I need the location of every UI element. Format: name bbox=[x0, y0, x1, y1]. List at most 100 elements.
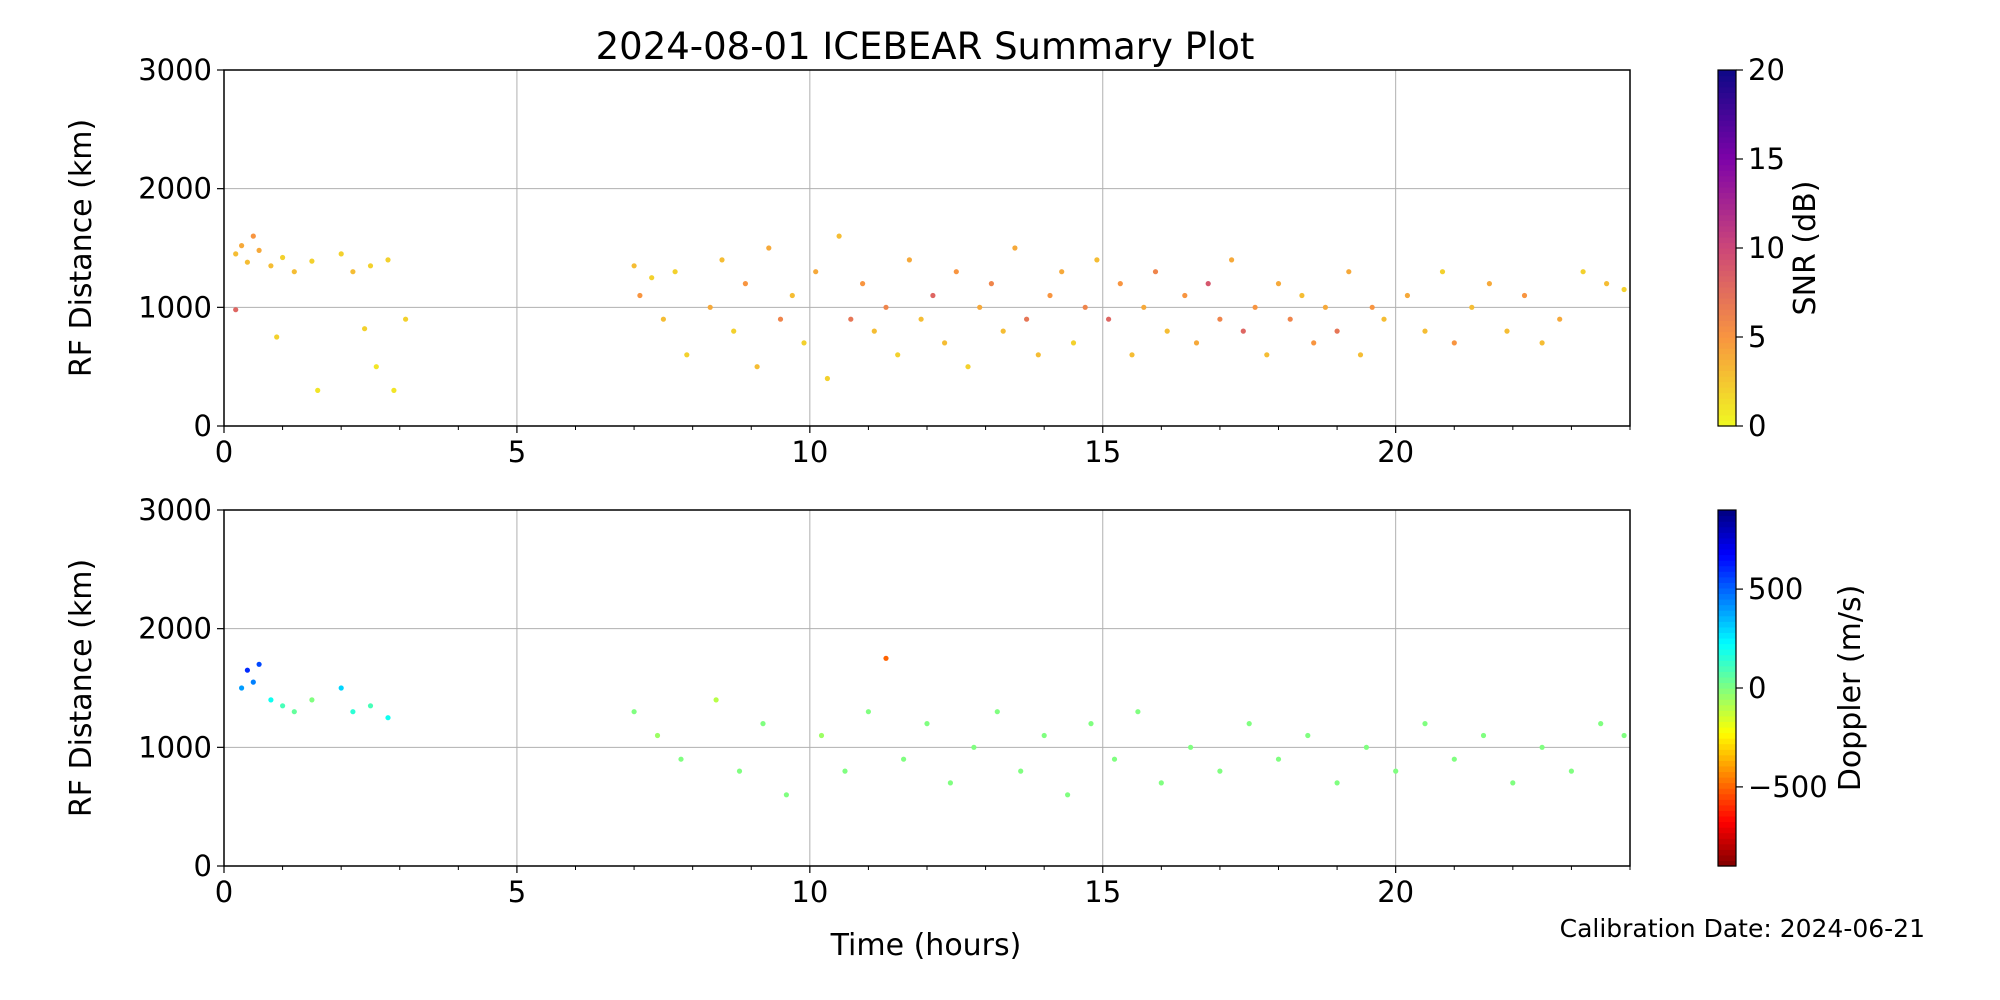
doppler-point bbox=[1111, 756, 1118, 762]
doppler-colorbar-band bbox=[1718, 660, 1736, 667]
figure-title: 2024-08-01 ICEBEAR Summary Plot bbox=[596, 25, 1255, 68]
snr-point bbox=[848, 316, 854, 322]
doppler-point bbox=[736, 768, 743, 774]
doppler-colorbar-band bbox=[1718, 699, 1736, 706]
snr-point bbox=[1422, 328, 1428, 334]
doppler-colorbar-band bbox=[1718, 671, 1736, 678]
snr-point bbox=[1381, 316, 1387, 322]
snr-point bbox=[1141, 304, 1147, 310]
doppler-plot-frame bbox=[223, 509, 1631, 867]
doppler-colorbar-band bbox=[1718, 621, 1736, 628]
snr-colorbar-band bbox=[1718, 298, 1736, 305]
snr-colorbar-band bbox=[1718, 353, 1736, 360]
snr-colorbar-band bbox=[1718, 264, 1736, 271]
snr-point bbox=[1106, 316, 1112, 322]
snr-point bbox=[268, 263, 274, 269]
doppler-axis-ticks: 0 5 10 15 20 0 1000 2000 3000 bbox=[138, 493, 1631, 909]
doppler-ylabel: RF Distance (km) bbox=[64, 559, 99, 817]
doppler-colorbar-band bbox=[1718, 571, 1736, 578]
doppler-colorbar-band bbox=[1718, 682, 1736, 689]
snr-point bbox=[280, 254, 286, 261]
doppler-colorbar-band bbox=[1718, 793, 1736, 800]
doppler-colorbar-band bbox=[1718, 610, 1736, 617]
snr-axis-ticks: 0 5 10 15 20 0 1000 2000 3000 bbox=[138, 53, 1631, 469]
snr-points bbox=[233, 233, 1627, 393]
doppler-colorbar-band bbox=[1718, 510, 1736, 517]
doppler-colorbar-band bbox=[1718, 765, 1736, 773]
snr-point bbox=[274, 334, 280, 340]
doppler-point bbox=[1393, 768, 1399, 774]
snr-colorbar-band bbox=[1718, 342, 1736, 349]
snr-point bbox=[1182, 292, 1188, 299]
snr-point bbox=[1240, 328, 1246, 334]
snr-colorbar-band bbox=[1718, 248, 1736, 255]
doppler-colorbar-band bbox=[1718, 743, 1736, 750]
doppler-point bbox=[256, 661, 262, 667]
snr-colorbar-band bbox=[1718, 309, 1736, 316]
doppler-panel: 0 5 10 15 20 0 1000 2000 3000 RF Distance (km) bbox=[64, 493, 1631, 909]
doppler-point bbox=[1510, 780, 1516, 786]
snr-point bbox=[965, 364, 971, 370]
snr-colorbar-tick-label: 0 bbox=[1748, 409, 1766, 443]
snr-colorbar-band bbox=[1718, 275, 1736, 282]
doppler-point bbox=[1158, 780, 1164, 786]
snr-colorbar-band bbox=[1718, 409, 1736, 416]
snr-plot-frame bbox=[223, 69, 1631, 427]
snr-point bbox=[731, 328, 737, 334]
doppler-colorbar-band bbox=[1718, 521, 1736, 528]
snr-point bbox=[1539, 340, 1545, 346]
doppler-point bbox=[760, 721, 766, 727]
snr-colorbar-band bbox=[1718, 70, 1736, 77]
snr-point bbox=[1082, 304, 1088, 310]
doppler-point bbox=[338, 685, 344, 691]
doppler-point bbox=[309, 697, 315, 703]
snr-colorbar-band bbox=[1718, 214, 1736, 221]
doppler-colorbar-band bbox=[1718, 604, 1736, 611]
snr-colorbar-band bbox=[1718, 314, 1736, 321]
snr-point bbox=[1404, 292, 1410, 299]
doppler-colorbar-band bbox=[1718, 788, 1736, 795]
doppler-colorbar-band bbox=[1718, 554, 1736, 561]
snr-colorbar-band bbox=[1718, 381, 1736, 388]
snr-colorbar-band bbox=[1718, 147, 1736, 155]
doppler-point bbox=[883, 655, 889, 661]
snr-point bbox=[244, 259, 250, 265]
snr-point bbox=[1070, 340, 1077, 346]
snr-colorbar-label: SNR (dB) bbox=[1788, 181, 1823, 316]
doppler-point bbox=[291, 709, 297, 715]
snr-colorbar-band bbox=[1718, 253, 1736, 260]
snr-colorbar-band bbox=[1718, 120, 1736, 127]
doppler-colorbar-band bbox=[1718, 593, 1736, 600]
snr-point bbox=[309, 258, 315, 264]
doppler-colorbar-band bbox=[1718, 637, 1736, 645]
doppler-colorbar-band bbox=[1718, 732, 1736, 739]
doppler-colorbar-band bbox=[1718, 849, 1736, 856]
doppler-colorbar-band bbox=[1718, 815, 1736, 823]
doppler-point bbox=[250, 679, 256, 685]
snr-colorbar-band bbox=[1718, 197, 1736, 205]
doppler-point bbox=[1451, 756, 1457, 762]
snr-colorbar-band bbox=[1718, 292, 1736, 299]
snr-point bbox=[649, 275, 655, 281]
doppler-colorbar-band bbox=[1718, 749, 1736, 756]
snr-colorbar-band bbox=[1718, 286, 1736, 294]
doppler-grid bbox=[223, 509, 1630, 867]
snr-point bbox=[1275, 281, 1282, 287]
doppler-colorbar-band bbox=[1718, 599, 1736, 606]
doppler-colorbar-band bbox=[1718, 832, 1736, 839]
doppler-point bbox=[1246, 721, 1252, 727]
snr-point bbox=[883, 304, 889, 310]
snr-point bbox=[385, 257, 391, 263]
snr-panel: 0 5 10 15 20 0 1000 2000 3000 RF Distance (km) bbox=[64, 53, 1631, 469]
doppler-colorbar-tick-label: 0 bbox=[1748, 671, 1766, 705]
snr-colorbar-band bbox=[1718, 337, 1736, 344]
doppler-colorbar-band bbox=[1718, 754, 1736, 761]
snr-point bbox=[239, 243, 245, 249]
doppler-colorbar-band bbox=[1718, 827, 1736, 834]
snr-point bbox=[1322, 304, 1328, 310]
doppler-point bbox=[268, 697, 274, 703]
snr-point bbox=[953, 269, 959, 275]
snr-colorbar-band bbox=[1718, 75, 1736, 82]
snr-point bbox=[338, 251, 344, 257]
snr-point bbox=[1152, 269, 1159, 275]
